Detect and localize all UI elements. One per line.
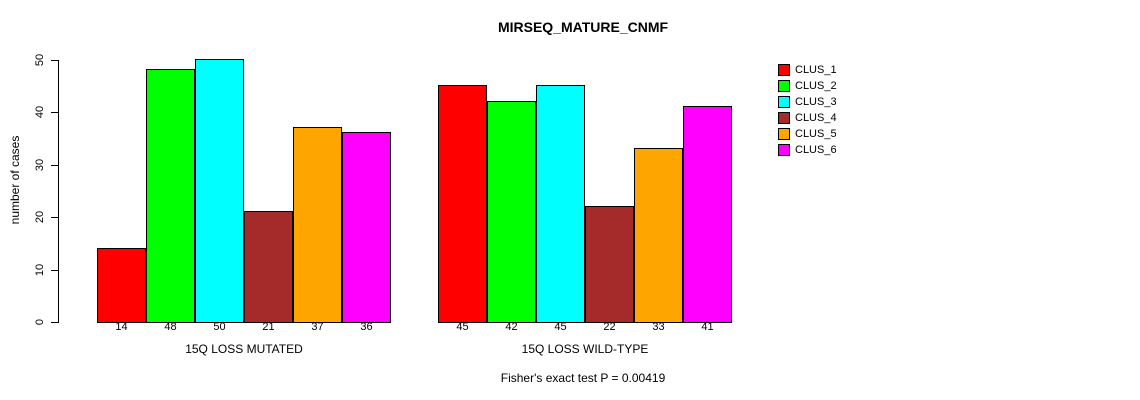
legend-label: CLUS_4	[795, 112, 837, 124]
legend-swatch	[778, 80, 790, 92]
bar-clus_6-group2	[683, 106, 732, 323]
legend-label: CLUS_2	[795, 80, 837, 92]
bar-clus_5-group2	[634, 148, 683, 323]
legend-label: CLUS_1	[795, 64, 837, 76]
x-group-label: 15Q LOSS MUTATED	[185, 342, 303, 356]
legend: CLUS_1 CLUS_2 CLUS_3 CLUS_4 CLUS_5 CLUS_6	[778, 62, 837, 158]
bar-value-label: 41	[701, 321, 714, 333]
bar-clus_1-group1	[97, 248, 146, 323]
bar-value-label: 37	[311, 321, 324, 333]
y-axis-tick	[51, 217, 58, 218]
x-group-label: 15Q LOSS WILD-TYPE	[521, 342, 649, 356]
legend-label: CLUS_6	[795, 144, 837, 156]
legend-swatch	[778, 128, 790, 140]
bar-clus_5-group1	[293, 127, 342, 323]
bar-value-label: 21	[262, 321, 275, 333]
y-axis-tick	[51, 270, 58, 271]
y-axis-tick-label: 0	[34, 318, 46, 326]
bar-value-label: 36	[360, 321, 373, 333]
legend-item: CLUS_1	[778, 62, 837, 78]
y-axis-tick-label: 20	[34, 210, 46, 224]
legend-item: CLUS_3	[778, 94, 837, 110]
chart-annotation: Fisher's exact test P = 0.00419	[500, 371, 666, 385]
y-axis-tick-label: 40	[34, 105, 46, 119]
y-axis-tick-label: 30	[34, 158, 46, 172]
legend-swatch	[778, 144, 790, 156]
bar-value-label: 48	[164, 321, 177, 333]
bar-value-label: 33	[652, 321, 665, 333]
legend-item: CLUS_5	[778, 126, 837, 142]
legend-swatch	[778, 112, 790, 124]
bar-value-label: 42	[505, 321, 518, 333]
legend-label: CLUS_3	[795, 96, 837, 108]
y-axis-line	[58, 60, 59, 323]
bar-clus_4-group2	[585, 206, 634, 323]
chart-title: MIRSEQ_MATURE_CNMF	[497, 19, 669, 35]
bar-clus_2-group1	[146, 69, 195, 323]
bar-clus_3-group1	[195, 59, 244, 323]
legend-swatch	[778, 96, 790, 108]
bar-value-label: 50	[213, 321, 226, 333]
bar-clus_3-group2	[536, 85, 585, 323]
bar-clus_4-group1	[244, 211, 293, 323]
legend-label: CLUS_5	[795, 128, 837, 140]
y-axis-tick	[51, 112, 58, 113]
legend-item: CLUS_2	[778, 78, 837, 94]
bar-value-label: 14	[115, 321, 128, 333]
y-axis-tick	[51, 322, 58, 323]
y-axis-tick	[51, 165, 58, 166]
bar-clus_1-group2	[438, 85, 487, 323]
y-axis-tick-label: 50	[34, 53, 46, 67]
bar-value-label: 45	[554, 321, 567, 333]
bar-value-label: 22	[603, 321, 616, 333]
legend-item: CLUS_4	[778, 110, 837, 126]
legend-swatch	[778, 64, 790, 76]
bar-clus_2-group2	[487, 101, 536, 323]
y-axis-tick	[51, 60, 58, 61]
bar-value-label: 45	[456, 321, 469, 333]
legend-item: CLUS_6	[778, 142, 837, 158]
bar-clus_6-group1	[342, 132, 391, 323]
y-axis-tick-label: 10	[34, 263, 46, 277]
